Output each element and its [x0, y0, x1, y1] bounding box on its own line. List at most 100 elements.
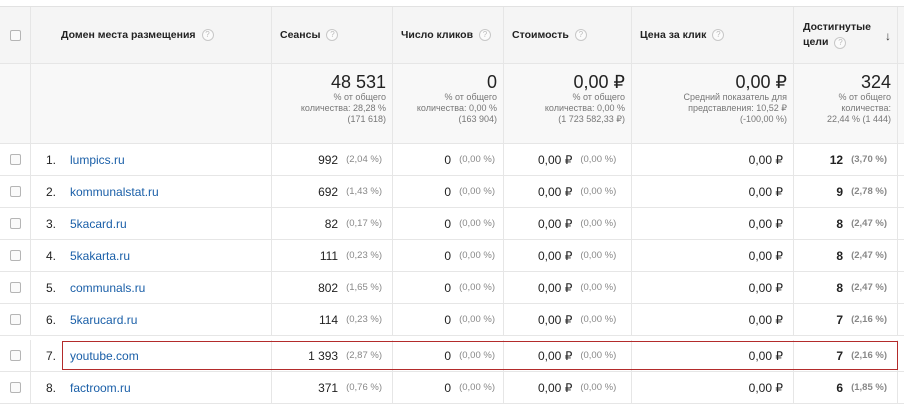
sessions-percent: (0,17 %) [346, 218, 382, 229]
row-checkbox[interactable] [9, 250, 21, 261]
cost-cell: 0,00 ₽ (0,00 %) [504, 372, 632, 403]
totals-note: % от общего [444, 92, 498, 102]
goals-cell: 12 (3,70 %) [794, 144, 898, 175]
column-header-cpc[interactable]: Цена за клик? [632, 7, 794, 63]
row-checkbox[interactable] [9, 186, 21, 197]
cpc-cell: 0,00 ₽ [632, 272, 794, 303]
column-header-clicks-label: Число кликов [401, 29, 474, 41]
totals-note: количества: [841, 103, 891, 113]
totals-note: Средний показатель для [683, 92, 788, 102]
domain-link[interactable]: 5karucard.ru [70, 312, 138, 327]
cost-percent: (0,00 %) [580, 382, 617, 393]
clicks-percent: (0,00 %) [459, 154, 495, 165]
cost-percent: (0,00 %) [580, 250, 617, 261]
row-checkbox[interactable] [9, 382, 21, 393]
column-header-cost-label: Стоимость [512, 29, 569, 41]
column-header-goals-label-line2: цели [803, 36, 829, 48]
cost-cell: 0,00 ₽ (0,00 %) [504, 304, 632, 335]
help-icon[interactable]: ? [201, 29, 214, 41]
domain-link[interactable]: lumpics.ru [70, 152, 125, 167]
sessions-percent: (1,65 %) [346, 282, 382, 293]
totals-value: 0,00 ₽ [573, 72, 626, 92]
domain-link[interactable]: communals.ru [70, 280, 146, 295]
goals-cell: 8 (2,47 %) [794, 272, 898, 303]
sessions-cell: 114 (0,23 %) [272, 304, 393, 335]
cost-cell: 0,00 ₽ (0,00 %) [504, 240, 632, 271]
column-header-clicks[interactable]: Число кликов? [393, 7, 504, 63]
column-header-goals[interactable]: Достигнутые цели? ↓ [794, 7, 898, 63]
cost-value: 0,00 ₽ [538, 184, 573, 199]
goals-percent: (2,16 %) [851, 350, 887, 361]
sessions-value: 802 [318, 280, 339, 295]
domain-cell: 5. communals.ru [31, 272, 272, 303]
goals-value: 8 [836, 280, 844, 295]
goals-value: 8 [836, 248, 844, 263]
sessions-value: 111 [319, 248, 339, 263]
domain-link[interactable]: 5kakarta.ru [70, 248, 131, 263]
column-header-cpc-label: Цена за клик [640, 29, 707, 41]
totals-note: (1 723 582,33 ₽) [558, 114, 625, 124]
totals-empty-cell [0, 64, 31, 143]
clicks-percent: (0,00 %) [459, 382, 495, 393]
domain-link[interactable]: youtube.com [70, 348, 139, 363]
totals-note: % от общего [572, 92, 626, 102]
domain-link[interactable]: 5kacard.ru [70, 216, 127, 231]
goals-value: 6 [836, 380, 844, 395]
goals-cell: 8 (2,47 %) [794, 208, 898, 239]
cost-cell: 0,00 ₽ (0,00 %) [504, 340, 632, 371]
row-select-cell [0, 240, 31, 271]
select-all-checkbox[interactable] [9, 29, 21, 41]
totals-note: (163 904) [458, 114, 497, 124]
cpc-value: 0,00 ₽ [748, 152, 783, 167]
sessions-percent: (0,23 %) [346, 314, 382, 325]
clicks-percent: (0,00 %) [459, 186, 495, 197]
row-select-cell [0, 208, 31, 239]
clicks-value: 0 [444, 348, 452, 363]
goals-percent: (2,47 %) [851, 250, 887, 261]
sessions-percent: (1,43 %) [346, 186, 382, 197]
column-header-sessions-label: Сеансы [280, 29, 321, 41]
cpc-cell: 0,00 ₽ [632, 208, 794, 239]
totals-note: (-100,00 %) [739, 114, 787, 124]
row-checkbox[interactable] [9, 314, 21, 325]
sessions-cell: 992 (2,04 %) [272, 144, 393, 175]
help-icon[interactable]: ? [479, 29, 492, 41]
domain-link[interactable]: kommunalstat.ru [70, 184, 159, 199]
domain-cell: 6. 5karucard.ru [31, 304, 272, 335]
row-checkbox[interactable] [9, 350, 21, 361]
table-row: 4. 5kakarta.ru 111 (0,23 %) 0 (0,00 %) 0,00… [0, 240, 904, 272]
row-select-cell [0, 304, 31, 335]
domain-cell: 1. lumpics.ru [31, 144, 272, 175]
column-header-domain[interactable]: Домен места размещения? [31, 7, 272, 63]
row-checkbox[interactable] [9, 154, 21, 165]
help-icon[interactable]: ? [834, 37, 847, 49]
column-header-cost[interactable]: Стоимость? [504, 7, 632, 63]
row-checkbox[interactable] [9, 282, 21, 293]
help-icon[interactable]: ? [574, 29, 587, 41]
cpc-cell: 0,00 ₽ [632, 144, 794, 175]
domain-link[interactable]: factroom.ru [70, 380, 131, 395]
table-row: 3. 5kacard.ru 82 (0,17 %) 0 (0,00 %) 0,00 ₽… [0, 208, 904, 240]
table-row: 7. youtube.com 1 393 (2,87 %) 0 (0,00 %) 0,… [0, 340, 904, 372]
sessions-value: 114 [318, 312, 339, 327]
cost-percent: (0,00 %) [580, 186, 617, 197]
sessions-cell: 802 (1,65 %) [272, 272, 393, 303]
row-select-cell [0, 372, 31, 403]
cost-value: 0,00 ₽ [538, 248, 573, 263]
totals-note: % от общего [838, 92, 892, 102]
totals-note: количества: 0,00 % [416, 103, 497, 113]
sort-descending-icon[interactable]: ↓ [885, 29, 891, 43]
clicks-percent: (0,00 %) [459, 218, 495, 229]
clicks-cell: 0 (0,00 %) [393, 304, 504, 335]
column-header-sessions[interactable]: Сеансы? [272, 7, 393, 63]
row-checkbox[interactable] [9, 218, 21, 229]
clicks-percent: (0,00 %) [459, 314, 495, 325]
sessions-value: 82 [324, 216, 339, 231]
table-row: 6. 5karucard.ru 114 (0,23 %) 0 (0,00 %) 0,0… [0, 304, 904, 336]
column-header-goals-line2: цели? [803, 35, 897, 50]
totals-value: 324 [860, 72, 891, 92]
help-icon[interactable]: ? [712, 29, 725, 41]
domain-cell: 3. 5kacard.ru [31, 208, 272, 239]
totals-note: количества: 28,28 % [300, 103, 386, 113]
help-icon[interactable]: ? [326, 29, 339, 41]
